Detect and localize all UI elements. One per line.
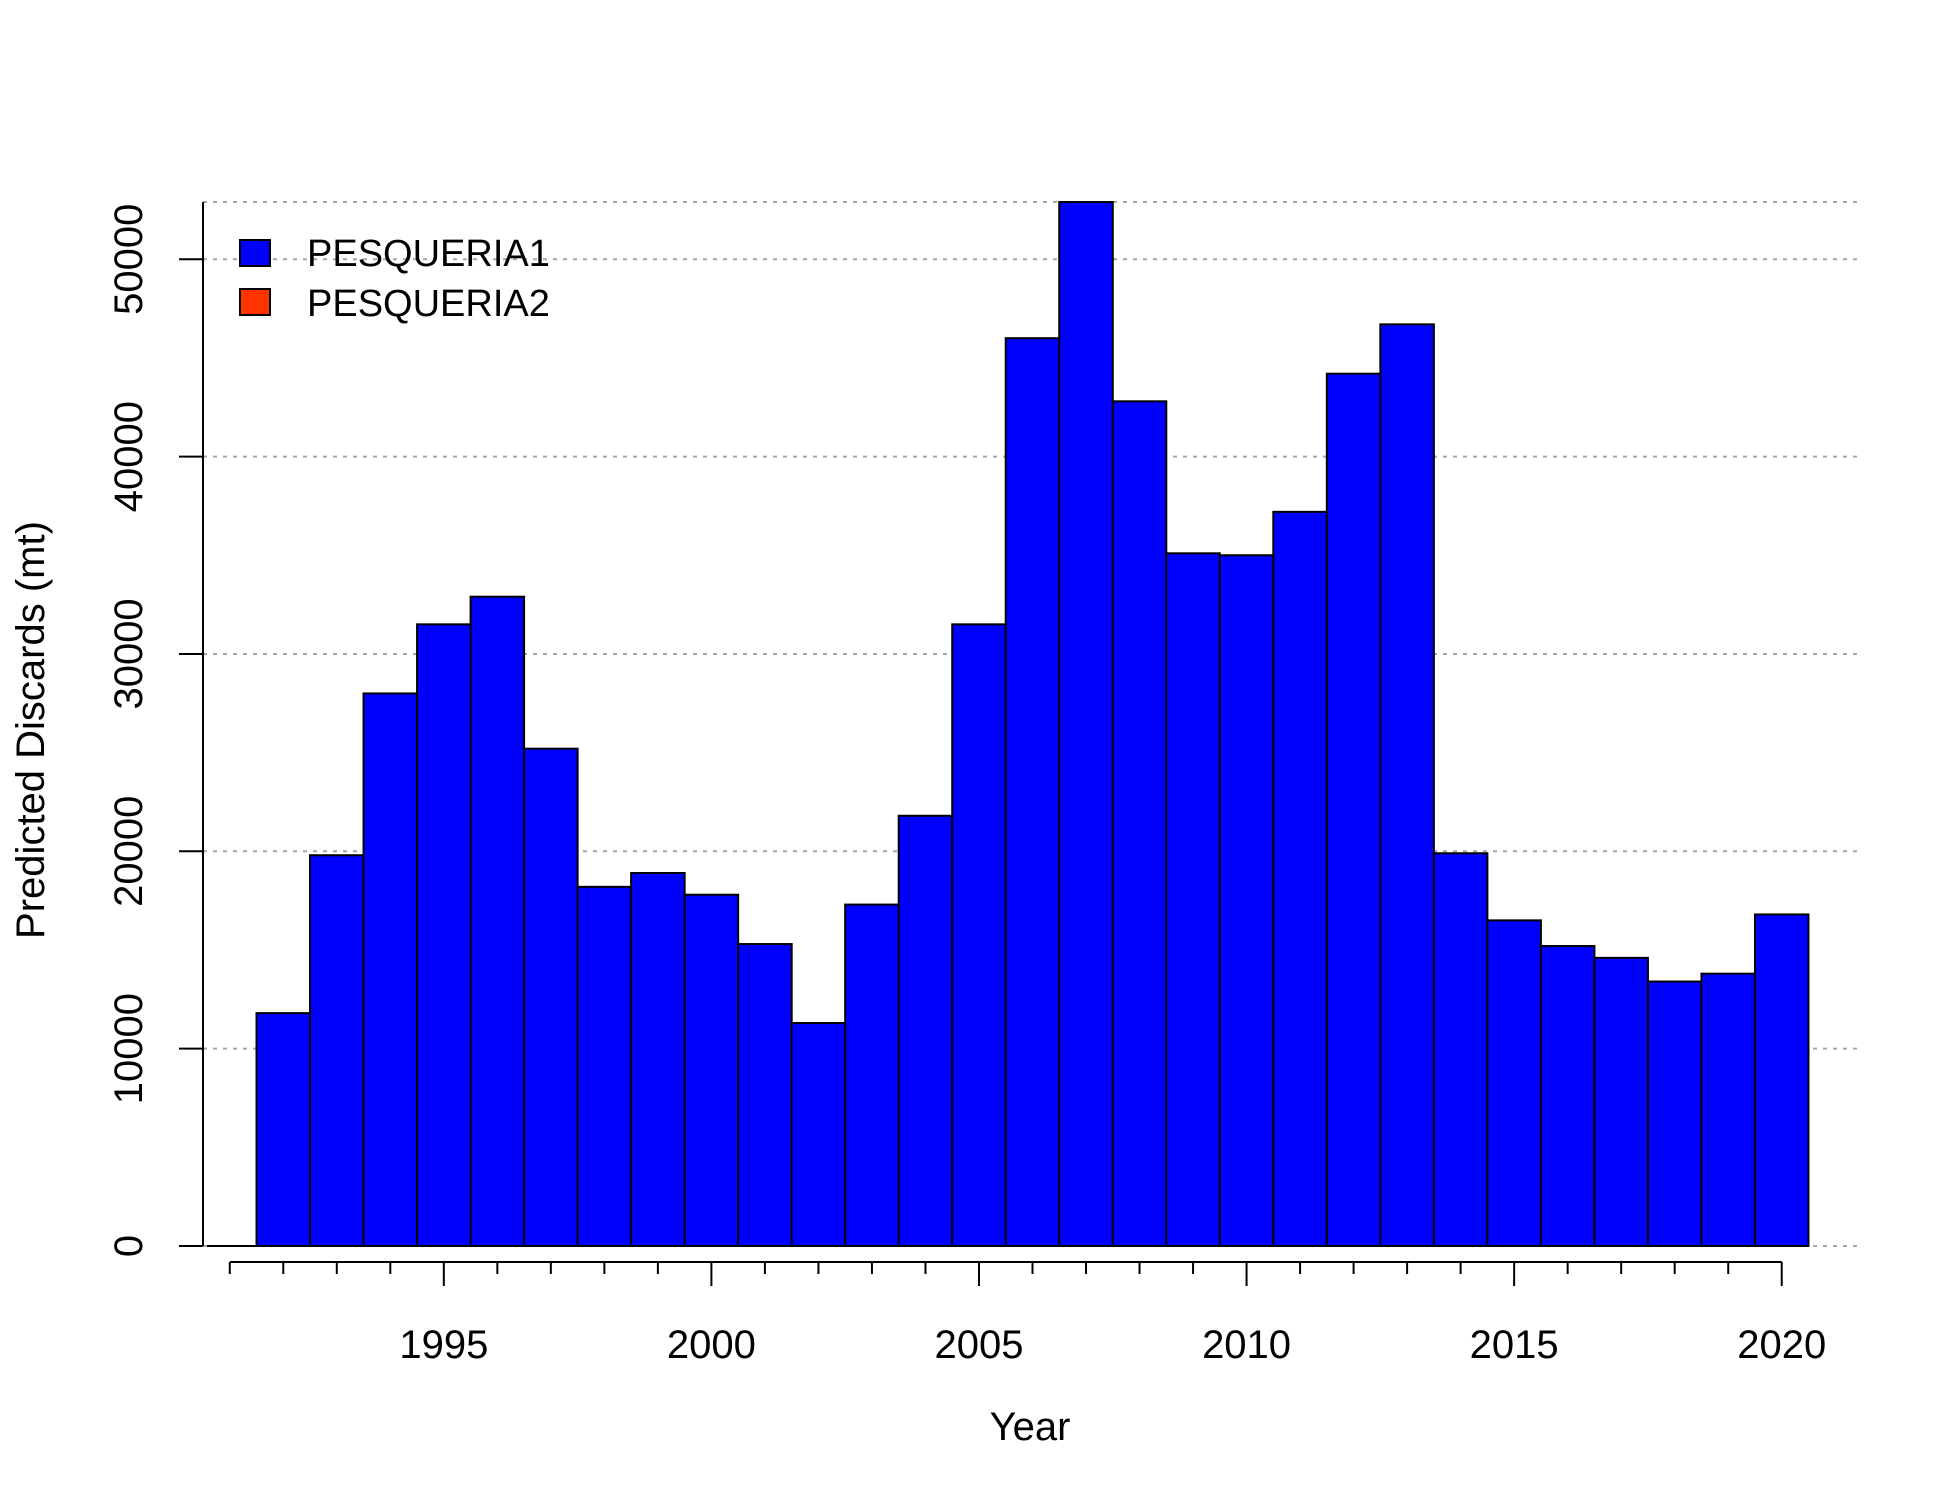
bar-pesqueria1-2001 bbox=[737, 943, 793, 1247]
bar-pesqueria1-2016 bbox=[1539, 945, 1596, 1248]
bar-pesqueria1-2004 bbox=[897, 814, 954, 1247]
y-tick-label: 10000 bbox=[107, 993, 151, 1104]
x-tick-label: 2000 bbox=[667, 1323, 756, 1367]
x-tick-label: 2005 bbox=[934, 1323, 1023, 1367]
legend: PESQUERIA1 PESQUERIA2 bbox=[239, 233, 550, 325]
x-tick-label: 1995 bbox=[399, 1323, 488, 1367]
axes bbox=[179, 202, 1783, 1286]
legend-label-pesqueria1: PESQUERIA1 bbox=[307, 233, 550, 275]
y-tick-label: 0 bbox=[107, 1235, 151, 1257]
bar-pesqueria1-2003 bbox=[844, 903, 900, 1247]
x-tick-label: 2010 bbox=[1202, 1323, 1291, 1367]
tick-labels: 0 10000 20000 30000 40000 50000 1995 2000 2005 20… bbox=[107, 204, 1826, 1367]
bar-pesqueria1-2012 bbox=[1325, 372, 1382, 1247]
y-tick-label: 40000 bbox=[107, 401, 151, 512]
y-axis-title: Predicted Discards (mt) bbox=[9, 521, 53, 939]
bar-pesqueria1-1994 bbox=[362, 692, 419, 1247]
legend-swatch-pesqueria1 bbox=[239, 239, 271, 267]
bar-pesqueria1-2005 bbox=[951, 623, 1007, 1247]
bar-pesqueria1-1997 bbox=[523, 747, 579, 1247]
y-tick-label: 50000 bbox=[107, 204, 151, 315]
bar-pesqueria1-2014 bbox=[1432, 852, 1489, 1247]
y-tick-label: 20000 bbox=[107, 796, 151, 907]
bars bbox=[255, 201, 1810, 1248]
y-tick-label: 30000 bbox=[107, 598, 151, 709]
bar-pesqueria1-2020 bbox=[1753, 913, 1810, 1247]
x-tick-label: 2015 bbox=[1470, 1323, 1559, 1367]
bar-pesqueria1-2011 bbox=[1272, 510, 1328, 1248]
bar-pesqueria1-2019 bbox=[1700, 972, 1756, 1247]
bar-pesqueria1-1996 bbox=[469, 595, 526, 1247]
bar-pesqueria1-2007 bbox=[1058, 201, 1114, 1247]
x-axis-title: Year bbox=[990, 1405, 1071, 1449]
bar-pesqueria1-2002 bbox=[790, 1021, 847, 1247]
bar-pesqueria1-1999 bbox=[630, 872, 686, 1247]
bar-pesqueria1-2013 bbox=[1379, 323, 1435, 1247]
bar-pesqueria1-1995 bbox=[416, 623, 472, 1247]
bar-pesqueria1-1993 bbox=[309, 854, 365, 1247]
bar-pesqueria1-2000 bbox=[683, 893, 740, 1247]
bar-pesqueria1-2017 bbox=[1593, 956, 1649, 1247]
bar-pesqueria1-2006 bbox=[1004, 337, 1061, 1248]
bar-pesqueria1-1992 bbox=[255, 1012, 312, 1247]
bar-pesqueria1-2010 bbox=[1218, 554, 1275, 1247]
bar-pesqueria1-2008 bbox=[1111, 400, 1168, 1247]
bar-pesqueria1-2015 bbox=[1486, 919, 1542, 1247]
legend-label-pesqueria2: PESQUERIA2 bbox=[307, 283, 550, 325]
x-tick-label: 2020 bbox=[1737, 1323, 1826, 1367]
bar-pesqueria1-1998 bbox=[576, 885, 633, 1247]
bar-pesqueria1-2009 bbox=[1165, 552, 1221, 1247]
bar-pesqueria1-2018 bbox=[1646, 980, 1703, 1247]
legend-swatch-pesqueria2 bbox=[239, 288, 271, 316]
